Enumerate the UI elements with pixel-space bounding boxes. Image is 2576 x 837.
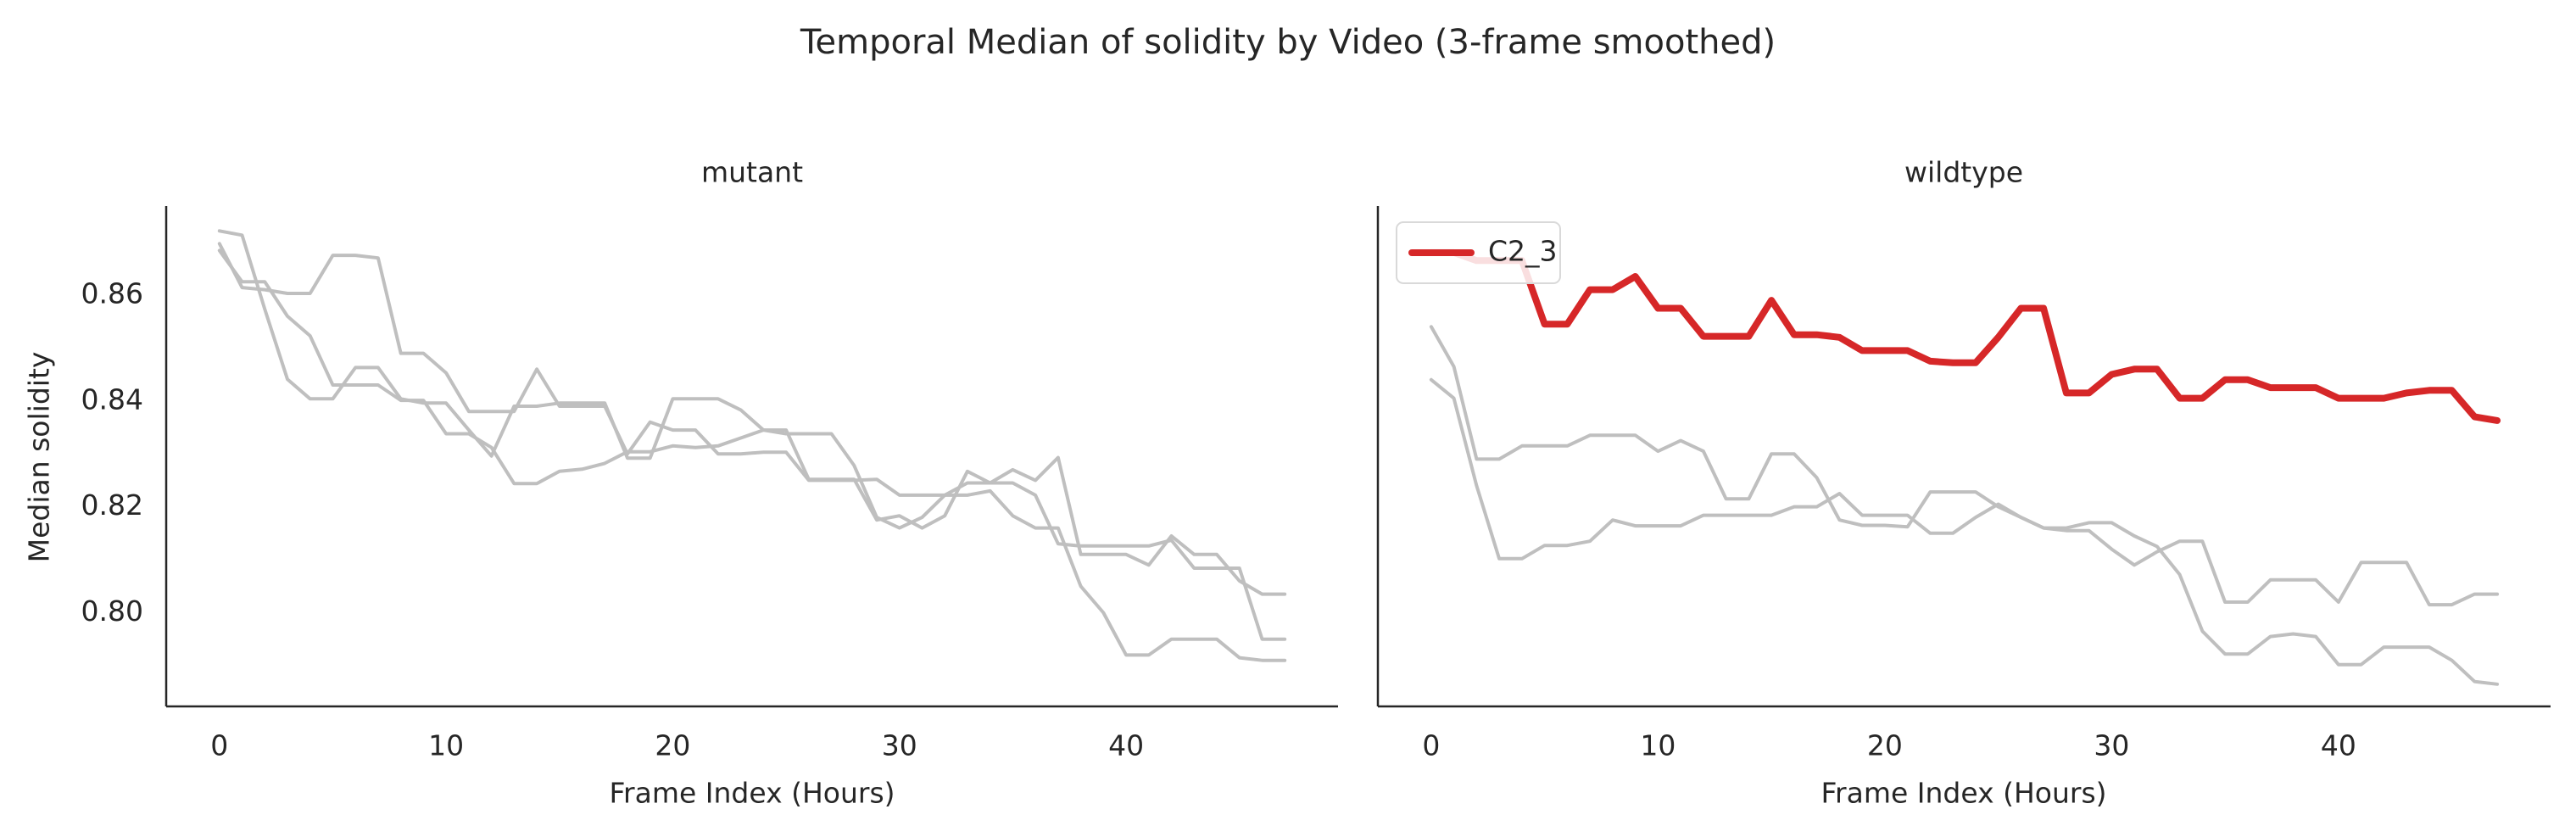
y-tick-label: 0.86 bbox=[81, 276, 143, 310]
panel-subtitle-wildtype: wildtype bbox=[1904, 156, 2023, 189]
series-line-mutant-3 bbox=[217, 248, 1287, 596]
x-tick-label: 30 bbox=[882, 729, 917, 762]
x-tick-label: 40 bbox=[1108, 729, 1144, 762]
series-layer-mutant bbox=[217, 229, 1287, 662]
series-layer-wildtype bbox=[1427, 248, 2501, 686]
y-tick-label: 0.84 bbox=[81, 382, 143, 416]
legend-wildtype: C2_3 bbox=[1396, 221, 1561, 284]
x-axis-wildtype: 0 10 20 30 40 bbox=[1378, 705, 2551, 762]
y-axis-mutant: 0.80 0.82 0.84 0.86 bbox=[81, 206, 168, 706]
x-tick-label: 40 bbox=[2321, 729, 2356, 762]
chart-title: Temporal Median of solidity by Video (3-… bbox=[800, 23, 1776, 62]
panel-wildtype: wildtype Frame Index (Hours) 0 10 20 30 40 C… bbox=[1376, 156, 2551, 810]
y-tick-label: 0.82 bbox=[81, 488, 143, 522]
series-line-wildtype-2 bbox=[1429, 325, 2500, 686]
y-axis-label: Median solidity bbox=[23, 352, 56, 563]
x-tick-label: 0 bbox=[210, 729, 228, 762]
x-tick-label: 30 bbox=[2094, 729, 2129, 762]
legend-label: C2_3 bbox=[1488, 235, 1558, 268]
x-tick-label: 20 bbox=[1867, 729, 1903, 762]
x-axis-label-mutant: Frame Index (Hours) bbox=[609, 777, 895, 810]
legend-box bbox=[1396, 221, 1561, 284]
x-axis-mutant: 0 10 20 30 40 bbox=[166, 705, 1338, 762]
x-tick-label: 20 bbox=[655, 729, 690, 762]
panel-mutant: mutant Frame Index (Hours) 0 10 20 30 40 0.8… bbox=[81, 156, 1338, 810]
series-line-wildtype-3 bbox=[1429, 377, 2500, 607]
x-tick-label: 10 bbox=[1640, 729, 1676, 762]
series-line-mutant-2 bbox=[217, 242, 1287, 662]
panel-subtitle-mutant: mutant bbox=[701, 156, 803, 189]
y-tick-label: 0.80 bbox=[81, 594, 143, 628]
x-tick-label: 0 bbox=[1422, 729, 1440, 762]
series-line-c2-3 bbox=[1427, 248, 2501, 424]
x-axis-label-wildtype: Frame Index (Hours) bbox=[1820, 777, 2106, 810]
series-line-mutant-1 bbox=[217, 229, 1287, 641]
x-tick-label: 10 bbox=[428, 729, 464, 762]
